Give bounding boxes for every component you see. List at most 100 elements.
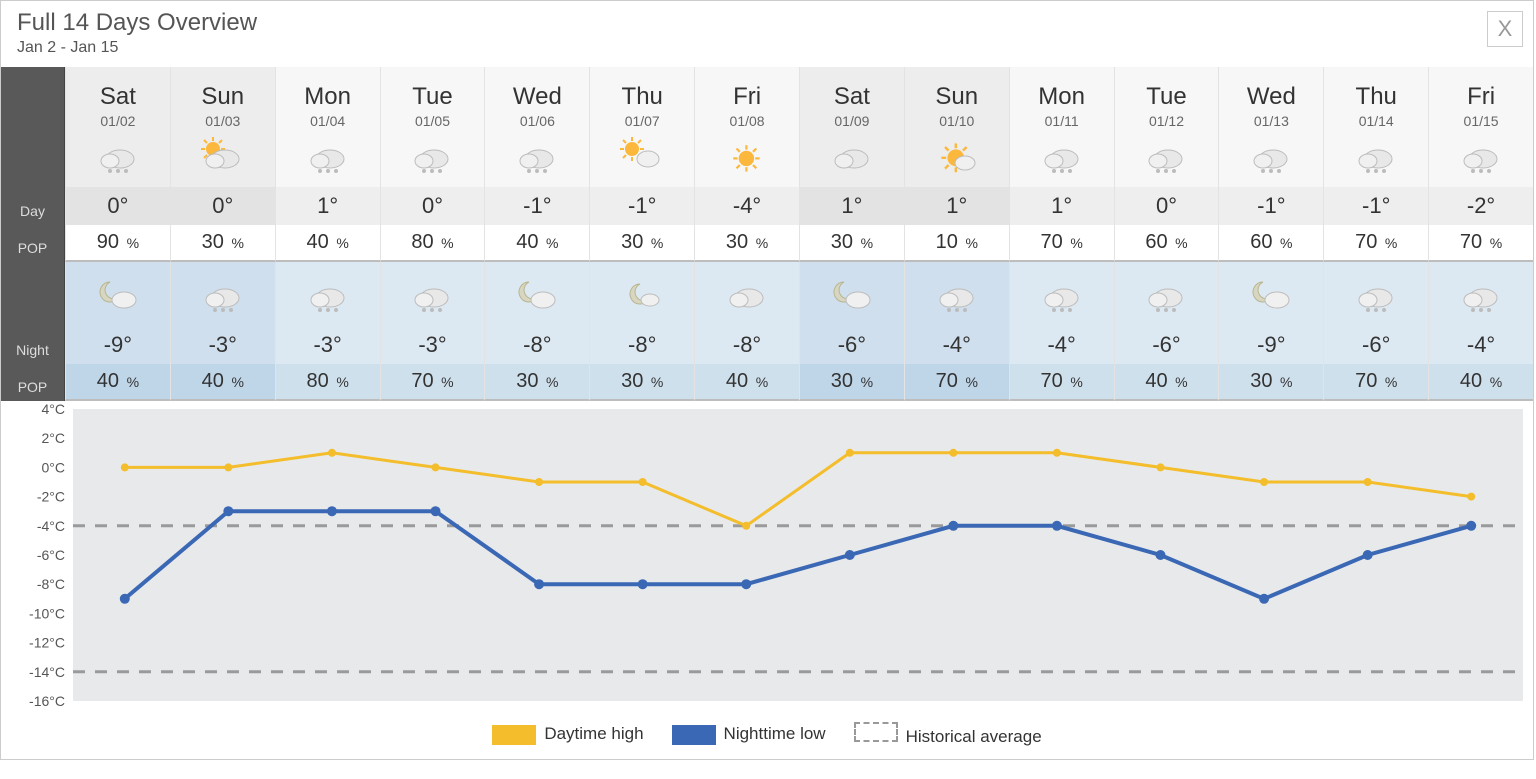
night-pop: 40 % — [1114, 364, 1219, 401]
day-name: Thu — [590, 73, 694, 111]
night-weather-icon — [171, 272, 275, 320]
day-weather-icon — [1219, 133, 1323, 181]
day-date: 01/11 — [1010, 113, 1114, 129]
night-temp: -3° — [380, 326, 485, 364]
day-column-header[interactable]: Sat01/09 — [799, 67, 904, 187]
panel-header: Full 14 Days Overview Jan 2 - Jan 15 X — [1, 1, 1533, 67]
night-weather-icon — [905, 272, 1009, 320]
day-weather-icon — [590, 133, 694, 181]
night-weather-icon — [1115, 272, 1219, 320]
night-weather-icon — [276, 272, 380, 320]
svg-text:-4°C: -4°C — [37, 518, 65, 534]
night-temp: -4° — [1428, 326, 1533, 364]
night-pop: 70 % — [380, 364, 485, 401]
night-pop: 30 % — [589, 364, 694, 401]
night-icon-cell — [1323, 262, 1428, 326]
svg-text:-2°C: -2°C — [37, 489, 65, 505]
day-column-header[interactable]: Sun01/03 — [170, 67, 275, 187]
day-column-header[interactable]: Wed 01/06 — [484, 67, 589, 187]
day-pop: 30 % — [589, 225, 694, 262]
close-button[interactable]: X — [1487, 11, 1523, 47]
night-weather-icon — [1324, 272, 1428, 320]
night-icon-cell — [1114, 262, 1219, 326]
day-weather-icon — [485, 133, 589, 181]
night-temp: -3° — [275, 326, 380, 364]
day-weather-icon — [1324, 133, 1428, 181]
day-pop: 60 % — [1114, 225, 1219, 262]
day-column-header[interactable]: Fri01/15 — [1428, 67, 1533, 187]
day-date: 01/06 — [485, 113, 589, 129]
day-date: 01/13 — [1219, 113, 1323, 129]
day-temp: -4° — [694, 187, 799, 225]
night-icon-cell — [380, 262, 485, 326]
day-name: Fri — [1429, 73, 1533, 111]
night-weather-icon — [66, 272, 170, 320]
chart-legend: Daytime high Nighttime low Historical av… — [1, 716, 1533, 759]
day-column-header[interactable]: Tue01/05 — [380, 67, 485, 187]
day-temp: 1° — [799, 187, 904, 225]
svg-text:0°C: 0°C — [42, 459, 66, 475]
day-date: 01/04 — [276, 113, 380, 129]
day-column-header[interactable]: Mon01/04 — [275, 67, 380, 187]
day-column-header[interactable]: Sun 01/10 — [904, 67, 1009, 187]
night-temp: -6° — [799, 326, 904, 364]
night-pop: 30 % — [484, 364, 589, 401]
night-icon-cell — [1009, 262, 1114, 326]
day-date: 01/05 — [381, 113, 485, 129]
rowlabel-nightblank — [1, 262, 65, 326]
day-column-header[interactable]: Thu 01/07 — [589, 67, 694, 187]
day-weather-icon — [276, 133, 380, 181]
day-column-header[interactable]: Thu01/14 — [1323, 67, 1428, 187]
day-column-header[interactable]: Sat 01/02 — [65, 67, 170, 187]
day-column-header[interactable]: Fri01/08 — [694, 67, 799, 187]
night-icon-cell — [275, 262, 380, 326]
day-temp: 1° — [275, 187, 380, 225]
day-date: 01/02 — [66, 113, 170, 129]
night-temp: -3° — [170, 326, 275, 364]
day-name: Wed — [485, 73, 589, 111]
svg-text:-14°C: -14°C — [29, 664, 65, 680]
night-weather-icon — [1429, 272, 1533, 320]
night-weather-icon — [590, 272, 694, 320]
night-pop: 70 % — [1323, 364, 1428, 401]
day-temp: -1° — [1218, 187, 1323, 225]
day-date: 01/07 — [590, 113, 694, 129]
day-weather-icon — [171, 133, 275, 181]
night-temp: -8° — [589, 326, 694, 364]
rowlabel-day: Day — [1, 187, 65, 225]
day-date: 01/14 — [1324, 113, 1428, 129]
night-pop: 30 % — [799, 364, 904, 401]
day-date: 01/10 — [905, 113, 1009, 129]
svg-text:2°C: 2°C — [42, 430, 66, 446]
day-pop: 30 % — [170, 225, 275, 262]
day-name: Tue — [1115, 73, 1219, 111]
day-weather-icon — [1115, 133, 1219, 181]
day-name: Sat — [66, 73, 170, 111]
svg-text:4°C: 4°C — [42, 401, 66, 417]
forecast-panel: Full 14 Days Overview Jan 2 - Jan 15 X S… — [0, 0, 1534, 760]
forecast-grid: Sat01/02Sun01/03Mon01/04Tue01/05Wed01/06… — [1, 67, 1533, 401]
night-icon-cell — [589, 262, 694, 326]
day-name: Fri — [695, 73, 799, 111]
day-column-header[interactable]: Wed01/13 — [1218, 67, 1323, 187]
legend-hist: Historical average — [854, 722, 1042, 747]
night-icon-cell — [65, 262, 170, 326]
day-name: Sun — [905, 73, 1009, 111]
day-temp: 1° — [904, 187, 1009, 225]
day-temp: 0° — [170, 187, 275, 225]
day-temp: 1° — [1009, 187, 1114, 225]
day-column-header[interactable]: Tue 01/12 — [1114, 67, 1219, 187]
day-name: Mon — [1010, 73, 1114, 111]
night-icon-cell — [904, 262, 1009, 326]
night-weather-icon — [695, 272, 799, 320]
day-pop: 30 % — [799, 225, 904, 262]
legend-high: Daytime high — [492, 724, 643, 745]
night-temp: -4° — [904, 326, 1009, 364]
day-temp: 0° — [380, 187, 485, 225]
day-pop: 40 % — [275, 225, 380, 262]
day-column-header[interactable]: Mon 01/11 — [1009, 67, 1114, 187]
day-temp: -2° — [1428, 187, 1533, 225]
legend-low: Nighttime low — [672, 724, 826, 745]
day-date: 01/09 — [800, 113, 904, 129]
day-date: 01/12 — [1115, 113, 1219, 129]
